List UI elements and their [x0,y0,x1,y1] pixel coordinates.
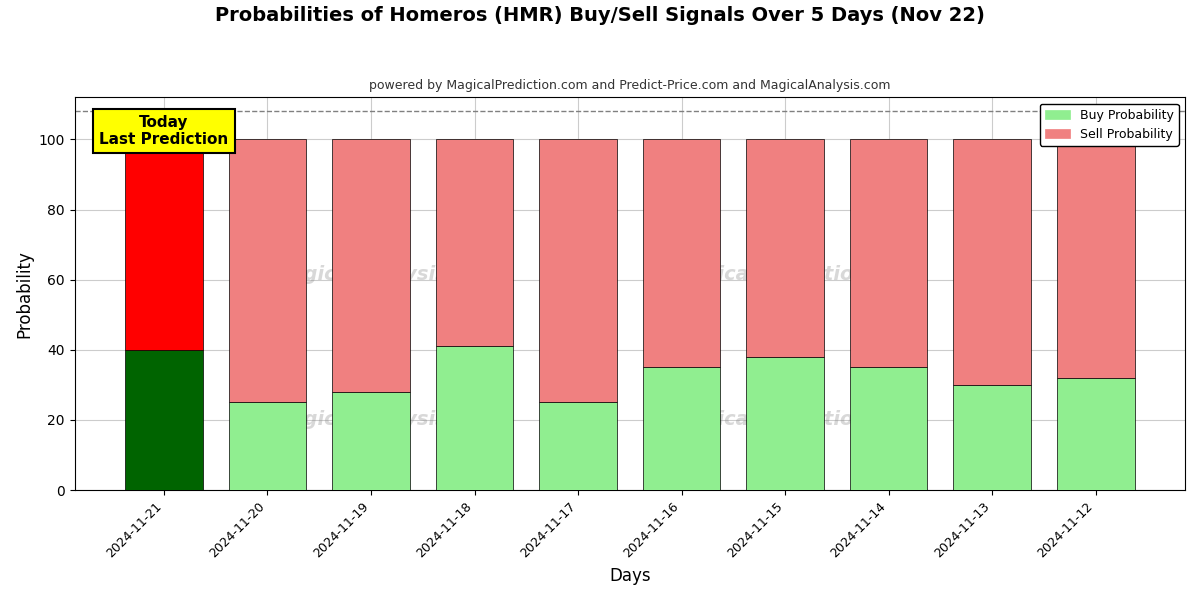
Text: Probabilities of Homeros (HMR) Buy/Sell Signals Over 5 Days (Nov 22): Probabilities of Homeros (HMR) Buy/Sell … [215,6,985,25]
Bar [332,139,410,392]
Bar [436,139,514,346]
Bar [953,139,1031,385]
Bar [1057,378,1134,490]
Text: MagicalAnalysis.com: MagicalAnalysis.com [271,410,499,429]
Bar [850,139,928,367]
Bar [332,392,410,490]
Text: MagicalPrediction.com: MagicalPrediction.com [672,265,920,284]
Text: Today
Last Prediction: Today Last Prediction [100,115,228,147]
Legend: Buy Probability, Sell Probability: Buy Probability, Sell Probability [1040,104,1178,146]
Bar [746,139,824,357]
Bar [125,146,203,350]
X-axis label: Days: Days [610,567,650,585]
Bar [746,357,824,490]
Bar [953,385,1031,490]
Bar [643,367,720,490]
Bar [1057,139,1134,378]
Bar [643,139,720,367]
Y-axis label: Probability: Probability [16,250,34,338]
Text: MagicalPrediction.com: MagicalPrediction.com [672,410,920,429]
Bar [125,350,203,490]
Bar [850,367,928,490]
Bar [229,403,306,490]
Title: powered by MagicalPrediction.com and Predict-Price.com and MagicalAnalysis.com: powered by MagicalPrediction.com and Pre… [370,79,890,92]
Bar [539,139,617,403]
Bar [229,139,306,403]
Text: MagicalAnalysis.com: MagicalAnalysis.com [271,265,499,284]
Bar [436,346,514,490]
Bar [539,403,617,490]
